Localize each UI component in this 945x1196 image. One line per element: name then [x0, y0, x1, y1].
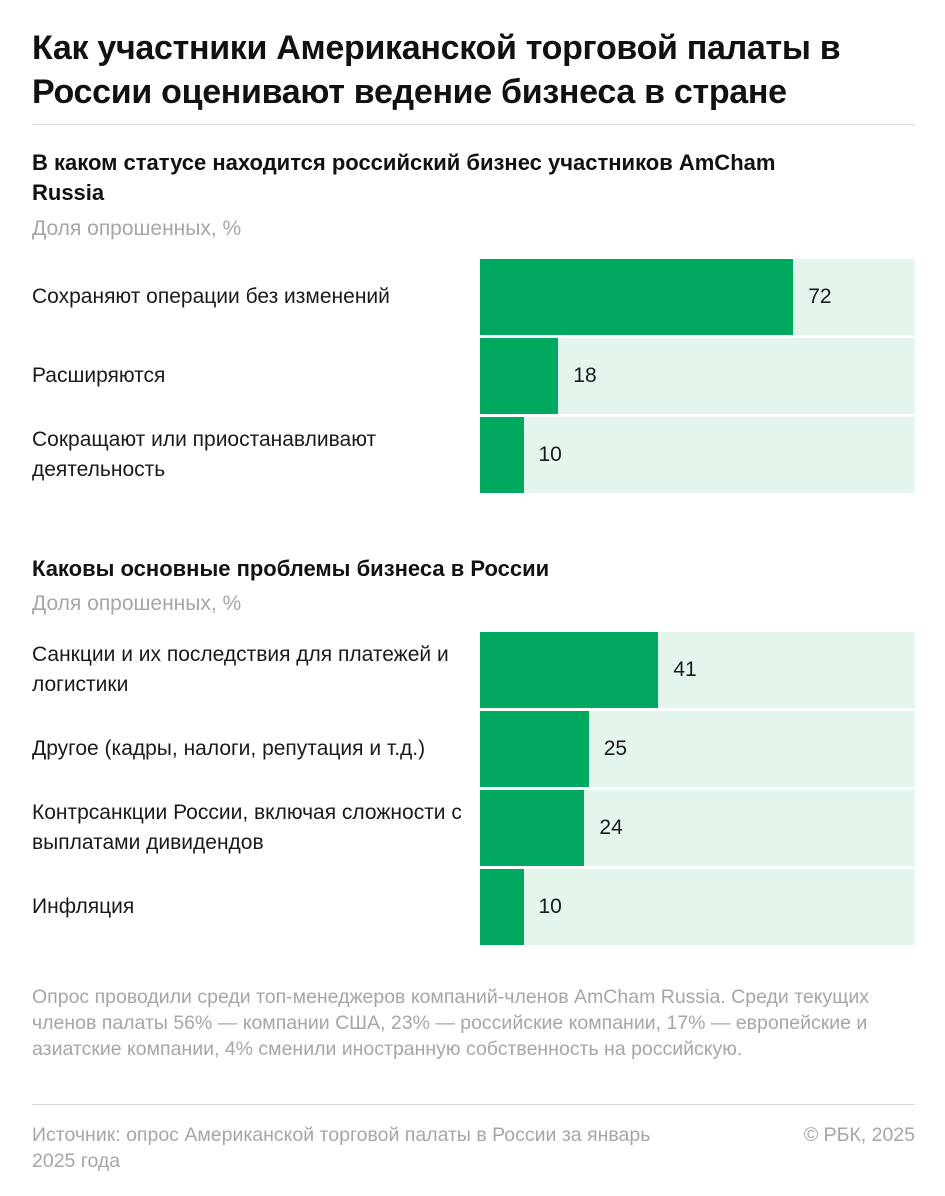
chart1-category-label: Расширяются — [32, 364, 166, 387]
chart2-bar — [480, 711, 589, 787]
chart1-row: Сокращают или приостанавливают деятельно… — [0, 417, 945, 493]
chart1-value-label: 10 — [538, 443, 562, 466]
copyright-text: © РБК, 2025 — [803, 1124, 915, 1146]
chart2-title: Каковы основные проблемы бизнеса в Росси… — [32, 556, 550, 581]
chart1-bar-track — [480, 417, 915, 493]
chart1-category-label: Сокращают или приостанавливают деятельно… — [32, 428, 377, 481]
chart1-bar — [480, 417, 524, 493]
chart1-subtitle: Доля опрошенных, % — [32, 217, 242, 240]
chart-main-title: Как участники Американской торговой пала… — [32, 29, 841, 111]
chart1-bar-track — [480, 259, 915, 335]
chart2-bar-track — [480, 869, 915, 945]
chart2-row: Другое (кадры, налоги, репутация и т.д.)… — [0, 711, 945, 787]
chart1-value-label: 18 — [573, 364, 597, 387]
chart2-row: Санкции и их последствия для платежей и … — [0, 632, 945, 708]
chart2-bar-track — [480, 632, 915, 708]
chart1-title: В каком статусе находится российский биз… — [32, 150, 776, 205]
chart1-row: Сохраняют операции без изменений 72 — [0, 259, 945, 335]
chart2-category-label: Контрсанкции России, включая сложности с… — [32, 801, 462, 854]
chart2-value-label: 25 — [603, 737, 628, 760]
source-text: Источник: опрос Американской торговой па… — [32, 1124, 651, 1172]
bottom-divider — [32, 1104, 915, 1105]
chart2-row: Инфляция 10 — [0, 869, 945, 945]
chart1-category-label: Сохраняют операции без изменений — [32, 285, 390, 308]
chart2-value-label: 24 — [599, 816, 623, 839]
top-divider — [32, 124, 915, 125]
chart2-value-label: 10 — [538, 895, 562, 918]
chart2-bar-track — [480, 711, 915, 787]
chart2-bar-track — [480, 790, 915, 866]
chart1-bar — [480, 338, 559, 414]
chart2-bar — [480, 790, 585, 866]
chart2-category-label: Санкции и их последствия для платежей и … — [32, 643, 449, 696]
chart2-bar — [480, 869, 524, 945]
chart1-value-label: 72 — [808, 285, 832, 308]
chart2-value-label: 41 — [673, 658, 697, 681]
chart2-bar — [480, 632, 659, 708]
chart1-bar-track — [480, 338, 915, 414]
chart2-row: Контрсанкции России, включая сложности с… — [0, 790, 945, 866]
chart2-category-label: Другое (кадры, налоги, репутация и т.д.) — [32, 737, 426, 760]
chart1-row: Расширяются 18 — [0, 338, 945, 414]
chart1-bar — [480, 259, 794, 335]
survey-note: Опрос проводили среди топ-менеджеров ком… — [32, 986, 869, 1060]
chart2-subtitle: Доля опрошенных, % — [32, 592, 242, 615]
chart2-category-label: Инфляция — [32, 895, 135, 918]
